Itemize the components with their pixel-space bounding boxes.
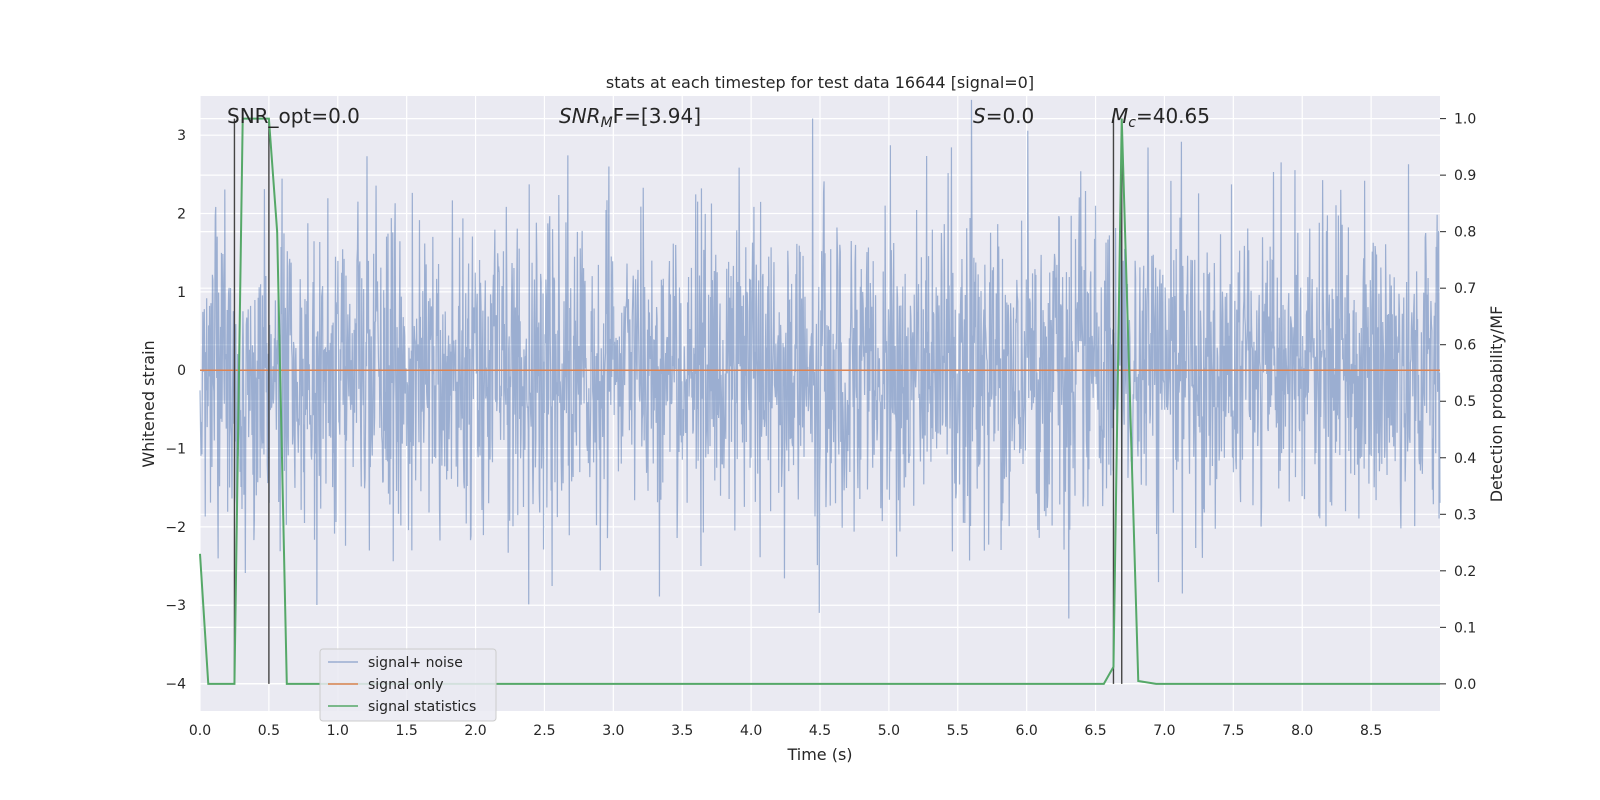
x-tick-label: 7.0 — [1153, 723, 1175, 739]
annotation-snr-mf-tail: F=[3.94] — [613, 104, 701, 128]
x-tick-label: 5.5 — [947, 723, 969, 739]
signal-statistics-line — [199, 117, 1440, 685]
y2-tick-label: 0.3 — [1454, 507, 1476, 523]
y2-tick-label: 0.9 — [1454, 168, 1476, 184]
legend-label-stats: signal statistics — [368, 699, 476, 715]
annotation-snr-mf-label: SNR — [559, 104, 601, 128]
annotation-s: S=0.0 — [973, 104, 1034, 128]
x-tick-label: 2.0 — [464, 723, 486, 739]
noise-line — [199, 99, 1441, 619]
x-tick-label: 1.5 — [396, 723, 418, 739]
signal-statistics-series — [199, 117, 1440, 685]
y2-tick-label: 0.5 — [1454, 394, 1476, 410]
y-tick-label: 3 — [177, 128, 186, 144]
x-tick-label: 8.0 — [1291, 723, 1313, 739]
y2-tick-label: 0.0 — [1454, 677, 1476, 693]
vertical-markers — [233, 118, 1123, 684]
tick-labels: 0.0 0.5 1.0 1.5 2.0 2.5 3.0 3.5 4.0 4.5 5.0 5.5 6.0 6… — [165, 112, 1476, 739]
annotation-mc-sub: c — [1128, 115, 1136, 131]
noise-series — [199, 99, 1441, 619]
x-tick-label: 3.5 — [671, 723, 693, 739]
chart-title: stats at each timestep for test data 166… — [606, 73, 1034, 92]
y2-tick-label: 0.2 — [1454, 564, 1476, 580]
legend: signal+ noise signal only signal statist… — [319, 648, 497, 722]
x-tick-label: 1.0 — [327, 723, 349, 739]
y-tick-label: 2 — [177, 207, 186, 223]
legend-label-noise: signal+ noise — [368, 655, 463, 671]
y2-tick-label: 0.1 — [1454, 620, 1476, 636]
y2-tick-label: 1.0 — [1454, 112, 1476, 128]
annotation-mc: Mc=40.65 — [1111, 104, 1210, 131]
x-tick-label: 0.0 — [189, 723, 211, 739]
annotation-mc-tail: =40.65 — [1136, 104, 1210, 128]
y-tick-label: −2 — [165, 520, 186, 536]
x-tick-label: 3.0 — [602, 723, 624, 739]
y-tick-label: −1 — [165, 442, 186, 458]
x-axis-label: Time (s) — [786, 745, 852, 764]
x-tick-label: 6.0 — [1016, 723, 1038, 739]
annotation-snr-opt: SNR_opt=0.0 — [227, 104, 360, 128]
y-tick-label: −4 — [165, 677, 186, 693]
y2-tick-label: 0.4 — [1454, 451, 1476, 467]
x-tick-label: 6.5 — [1084, 723, 1106, 739]
x-tick-label: 4.5 — [809, 723, 831, 739]
x-tick-label: 0.5 — [258, 723, 280, 739]
annotation-snr-mf-sub: M — [601, 115, 613, 131]
annotation-s-label: S — [973, 104, 986, 128]
y2-axis-label: Detection probability/MF — [1487, 306, 1506, 503]
y-tick-label: −3 — [165, 598, 186, 614]
y2-tick-label: 0.7 — [1454, 281, 1476, 297]
y2-tick-label: 0.6 — [1454, 338, 1476, 354]
legend-label-signal: signal only — [368, 677, 443, 693]
y-axis-label: Whitened strain — [139, 340, 158, 467]
x-tick-label: 2.5 — [533, 723, 555, 739]
legend-box — [319, 648, 497, 722]
y2-tick-label: 0.8 — [1454, 225, 1476, 241]
y-tick-label: 0 — [177, 363, 186, 379]
annotation-snr-mf: SNRMF=[3.94] — [559, 104, 701, 131]
x-tick-label: 5.0 — [878, 723, 900, 739]
y-tick-label: 1 — [177, 285, 186, 301]
x-tick-label: 8.5 — [1360, 723, 1382, 739]
annotation-s-tail: =0.0 — [986, 104, 1035, 128]
annotation-mc-label: M — [1111, 104, 1128, 128]
x-tick-label: 4.0 — [740, 723, 762, 739]
x-tick-label: 7.5 — [1222, 723, 1244, 739]
